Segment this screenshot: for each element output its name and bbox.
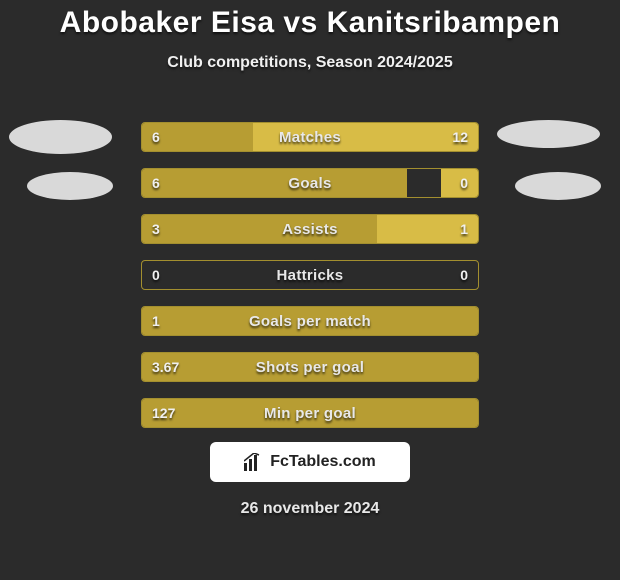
stat-label: Goals (142, 169, 478, 197)
fctables-logo[interactable]: FcTables.com (210, 442, 410, 482)
bar-chart-icon (244, 453, 264, 471)
stat-row: 00Hattricks (141, 260, 479, 290)
stat-label: Shots per goal (142, 353, 478, 381)
stat-label: Goals per match (142, 307, 478, 335)
stat-row: 612Matches (141, 122, 479, 152)
stat-row: 127Min per goal (141, 398, 479, 428)
stat-row: 60Goals (141, 168, 479, 198)
date-label: 26 november 2024 (0, 500, 620, 518)
club-badge-placeholder (27, 172, 113, 200)
comparison-bars: 612Matches 60Goals 31Assists 00Hattricks 1Go… (141, 122, 479, 444)
stat-label: Min per goal (142, 399, 478, 427)
stat-label: Matches (142, 123, 478, 151)
page-subtitle: Club competitions, Season 2024/2025 (0, 54, 620, 72)
stat-row: 1Goals per match (141, 306, 479, 336)
page-title: Abobaker Eisa vs Kanitsribampen (0, 0, 620, 40)
stat-label: Hattricks (142, 261, 478, 289)
stat-row: 3.67Shots per goal (141, 352, 479, 382)
club-badge-placeholder (9, 120, 112, 154)
club-badge-placeholder (515, 172, 601, 200)
club-badge-placeholder (497, 120, 600, 148)
stat-row: 31Assists (141, 214, 479, 244)
logo-text: FcTables.com (270, 453, 376, 471)
stat-label: Assists (142, 215, 478, 243)
